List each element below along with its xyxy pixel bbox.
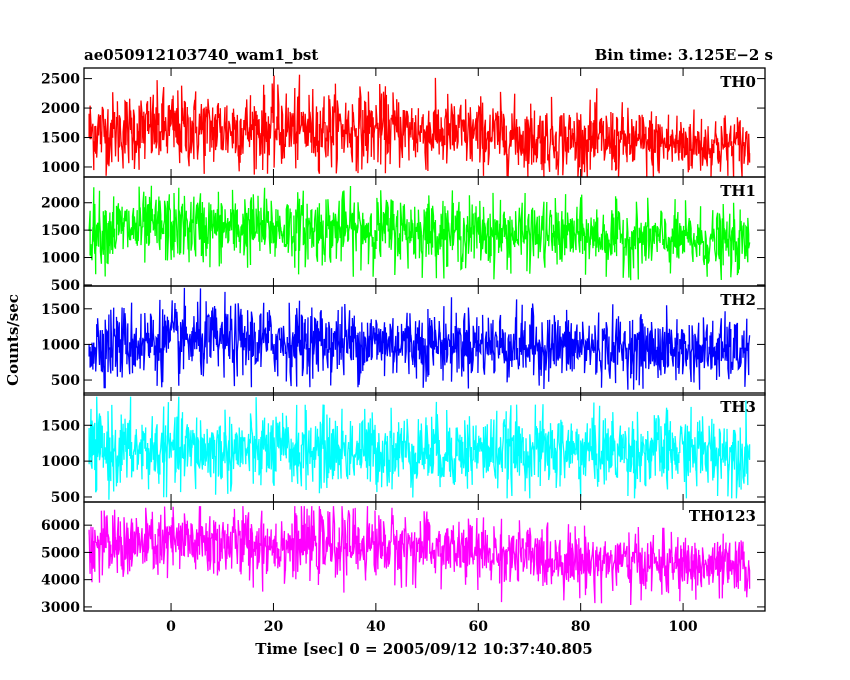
panel-label-th0123: TH0123 <box>689 507 756 525</box>
panel-th0: 1000 1500 2000 2500 TH0 <box>41 67 766 178</box>
y-tick-label: 1000 <box>41 454 80 470</box>
y-axis-label: Counts/sec <box>4 294 22 386</box>
x-tick-label: 60 <box>469 619 489 635</box>
panel-th1: 500 1000 1500 2000 TH1 <box>41 176 766 294</box>
y-tick-label: 2000 <box>41 196 80 212</box>
panel-label-th0: TH0 <box>720 73 756 91</box>
series-line-th0123 <box>88 506 751 606</box>
series-line-th0 <box>88 74 751 177</box>
y-tick-label: 1500 <box>41 302 80 318</box>
series-line-th2 <box>88 287 751 390</box>
x-tick-label: 0 <box>166 619 176 635</box>
panel-label-th3: TH3 <box>720 398 756 416</box>
y-tick-label: 1000 <box>41 160 80 176</box>
x-tick-labels: 0 20 40 60 80 100 <box>166 619 698 635</box>
y-tick-label: 4000 <box>41 573 80 589</box>
panel-th3: 500 1000 1500 TH3 <box>41 392 766 506</box>
y-tick-label: 500 <box>51 373 80 389</box>
chart-title: ae050912103740_wam1_bst <box>84 46 318 64</box>
panel-frame <box>83 285 766 396</box>
y-tick-label: 3000 <box>41 600 80 616</box>
panel-th2: 500 1000 1500 TH2 <box>41 285 766 396</box>
series-line-th3 <box>88 396 751 500</box>
panel-th0123: 3000 4000 5000 6000 TH0123 <box>41 501 766 616</box>
bin-time-label: Bin time: 3.125E−2 s <box>595 46 773 64</box>
y-tick-label: 5000 <box>41 545 80 561</box>
x-tick-label: 100 <box>668 619 697 635</box>
y-tick-label: 2500 <box>41 72 80 88</box>
y-tick-label: 1500 <box>41 418 80 434</box>
x-tick-label: 40 <box>366 619 386 635</box>
panel-frame <box>83 67 766 178</box>
x-tick-label: 80 <box>571 619 591 635</box>
y-tick-label: 500 <box>51 278 80 294</box>
y-tick-label: 1500 <box>41 223 80 239</box>
panel-label-th2: TH2 <box>720 291 756 309</box>
panel-label-th1: TH1 <box>720 182 756 200</box>
y-tick-label: 500 <box>51 490 80 506</box>
y-tick-label: 1500 <box>41 131 80 147</box>
panel-frame <box>83 501 766 612</box>
x-axis-label: Time [sec] 0 = 2005/09/12 10:37:40.805 <box>255 640 592 658</box>
y-tick-label: 6000 <box>41 518 80 534</box>
y-tick-label: 1000 <box>41 337 80 353</box>
series-line-th1 <box>88 185 751 281</box>
y-tick-label: 2000 <box>41 101 80 117</box>
x-tick-label: 20 <box>264 619 284 635</box>
y-tick-label: 1000 <box>41 251 80 267</box>
